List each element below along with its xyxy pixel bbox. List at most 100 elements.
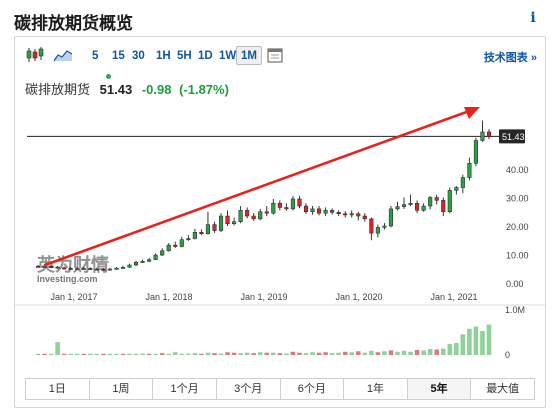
- timeframe-1w[interactable]: 1W: [219, 50, 237, 62]
- timeframe-5h[interactable]: 5H: [177, 50, 192, 62]
- volume-bar: [81, 353, 87, 355]
- volume-bar: [153, 353, 158, 355]
- candle-body: [356, 213, 361, 217]
- candle-body: [147, 259, 152, 262]
- price-tick-label: 0.00: [506, 279, 524, 289]
- x-tick-label: Jan 1, 2020: [335, 292, 382, 302]
- volume-bar: [297, 352, 302, 355]
- volume-bar: [408, 351, 413, 355]
- candle-body: [343, 213, 348, 216]
- volume-bar: [362, 352, 368, 355]
- candle-body: [173, 244, 178, 247]
- range-button-1m[interactable]: 1个月: [153, 379, 217, 399]
- trend-arrow-line: [43, 108, 474, 267]
- price-tick-label: 40.00: [506, 165, 529, 175]
- volume-bar: [35, 353, 41, 355]
- investing-watermark-cn: 英为财情: [36, 254, 109, 276]
- range-button-3m[interactable]: 3个月: [216, 379, 281, 399]
- candle-body: [225, 215, 230, 224]
- candle-body: [382, 225, 387, 228]
- candle-body: [441, 200, 446, 213]
- timeframe-1d[interactable]: 1D: [198, 50, 213, 62]
- calendar-icon[interactable]: [267, 47, 287, 63]
- range-button-1w[interactable]: 1周: [89, 379, 154, 399]
- volume-bar: [55, 342, 60, 355]
- candle-body: [323, 210, 328, 214]
- candle-body: [88, 268, 93, 270]
- candle-body: [75, 268, 80, 271]
- volume-bar: [94, 353, 100, 355]
- volume-bar: [133, 353, 139, 355]
- x-tick-label: Jan 1, 2017: [50, 292, 97, 302]
- volume-bar: [68, 353, 73, 355]
- info-icon[interactable]: i: [530, 10, 536, 26]
- volume-bar: [218, 353, 224, 355]
- timeframe-30[interactable]: 30: [132, 50, 145, 62]
- volume-bar: [212, 353, 217, 355]
- volume-tick-label: 1.0M: [505, 305, 525, 315]
- candle-body: [133, 261, 139, 266]
- timeframe-1h[interactable]: 1H: [156, 50, 171, 62]
- price-chart[interactable]: 40.00 30.00 20.00 10.00 0.00 51.43 英为财情Investi…: [15, 37, 545, 377]
- volume-bar: [401, 350, 407, 355]
- candle-body: [408, 202, 413, 205]
- volume-bar: [192, 353, 198, 355]
- current-price-tag-label: 51.43: [502, 132, 525, 142]
- volume-bar: [244, 352, 250, 355]
- range-button-6m[interactable]: 6个月: [280, 379, 345, 399]
- candle-body: [205, 224, 210, 234]
- candlestick-chart-icon[interactable]: [25, 47, 45, 63]
- candle-body: [68, 268, 73, 270]
- candle-body: [49, 266, 54, 268]
- candle-body: [460, 177, 465, 188]
- volume-bar: [159, 353, 165, 355]
- range-button-1y[interactable]: 1年: [344, 379, 408, 399]
- volume-bar: [388, 350, 394, 355]
- volume-bar: [369, 350, 374, 355]
- candle-body: [192, 232, 197, 239]
- candle-body: [388, 208, 394, 227]
- technical-chart-link[interactable]: 技术图表 »: [483, 52, 537, 64]
- x-tick-label: Jan 1, 2021: [430, 292, 477, 302]
- timeframe-15[interactable]: 15: [112, 50, 125, 62]
- range-button-5y[interactable]: 5年: [407, 379, 472, 399]
- volume-tick-label: 0: [505, 350, 510, 360]
- volume-bar: [342, 351, 348, 355]
- range-button-max[interactable]: 最大值: [471, 379, 534, 399]
- candle-body: [303, 205, 309, 213]
- x-tick-label: Jan 1, 2019: [240, 292, 287, 302]
- candle-body: [271, 202, 276, 214]
- volume-bar: [414, 349, 420, 355]
- candle-body: [447, 190, 452, 212]
- candle-body: [107, 268, 112, 271]
- trend-arrow-head: [464, 107, 480, 119]
- area-chart-icon[interactable]: [53, 47, 73, 63]
- volume-bar: [231, 352, 237, 355]
- volume-bar: [114, 353, 119, 355]
- volume-bar: [480, 331, 485, 355]
- volume-bar: [434, 349, 439, 355]
- timeframe-1m[interactable]: 1M: [236, 46, 262, 65]
- volume-bar: [355, 351, 361, 355]
- candle-body: [395, 206, 400, 210]
- candle-body: [473, 140, 478, 164]
- timeframe-5[interactable]: 5: [92, 50, 99, 62]
- quote-summary: 碳排放期货 51.43 -0.98 (-1.87%): [25, 74, 229, 99]
- volume-bar: [238, 353, 243, 355]
- candle-body: [284, 207, 289, 210]
- candle-body: [179, 239, 184, 247]
- price-change-percent: (-1.87%): [179, 82, 229, 97]
- volume-bar: [421, 350, 426, 355]
- volume-bar: [467, 328, 472, 355]
- price-tick-label: 30.00: [506, 194, 529, 204]
- range-button-1d[interactable]: 1日: [26, 379, 90, 399]
- candle-body: [258, 211, 263, 220]
- volume-bar: [48, 353, 54, 355]
- investing-watermark-en: Investing.com: [37, 274, 98, 284]
- volume-bar: [74, 353, 80, 355]
- candle-body: [486, 131, 492, 137]
- trend-indicator-icon: [106, 74, 111, 79]
- volume-bar: [107, 353, 113, 355]
- instrument-name: 碳排放期货: [25, 82, 91, 97]
- volume-bar: [460, 334, 466, 355]
